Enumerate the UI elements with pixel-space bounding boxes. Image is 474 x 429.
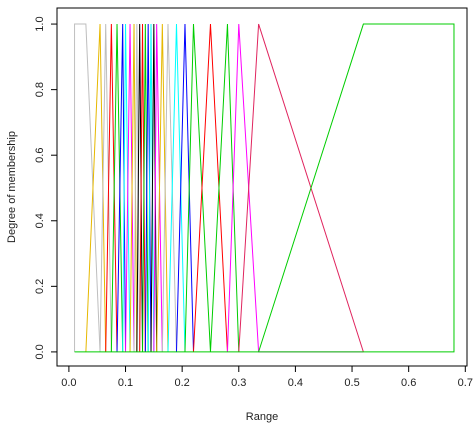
membership-line (144, 24, 152, 352)
y-tick-label: 0.6 (34, 148, 46, 163)
x-tick-label: 0.1 (118, 377, 133, 389)
x-tick-label: 0.0 (61, 377, 76, 389)
membership-line (99, 24, 112, 352)
x-tick-label: 0.6 (401, 377, 416, 389)
membership-line (147, 24, 155, 352)
membership-line (122, 24, 131, 352)
membership-line (110, 24, 124, 352)
y-tick-label: 0.0 (34, 344, 46, 359)
x-axis-label: Range (246, 411, 278, 423)
membership-line (156, 24, 169, 352)
membership-line (161, 24, 177, 352)
membership-line (139, 24, 146, 352)
membership-line (142, 24, 149, 352)
x-tick-label: 0.4 (288, 377, 303, 389)
membership-line (125, 24, 135, 352)
membership-line (192, 24, 228, 352)
membership-line (184, 24, 211, 352)
membership-line (226, 24, 364, 353)
membership-line (136, 24, 144, 352)
y-tick-label: 0.2 (34, 279, 46, 294)
membership-line (150, 24, 158, 352)
membership-line (105, 24, 118, 352)
membership-line (175, 24, 194, 352)
membership-line (74, 23, 101, 352)
membership-line (133, 24, 141, 352)
membership-line (74, 23, 455, 353)
y-tick-label: 0.8 (34, 82, 46, 97)
membership-line (167, 24, 186, 352)
plot-box (56, 7, 468, 367)
x-tick-label: 0.2 (175, 377, 190, 389)
y-tick-label: 1.0 (34, 16, 46, 31)
y-axis-label: Degree of membership (6, 131, 18, 243)
x-tick-label: 0.3 (231, 377, 246, 389)
membership-line (129, 24, 138, 352)
membership-line (85, 24, 107, 352)
membership-line (238, 23, 364, 353)
membership-line (116, 24, 127, 352)
membership-line (153, 24, 163, 352)
x-tick-label: 0.5 (344, 377, 359, 389)
x-tick-label: 0.7 (458, 377, 473, 389)
y-tick-label: 0.4 (34, 213, 46, 228)
membership-line (209, 24, 240, 352)
